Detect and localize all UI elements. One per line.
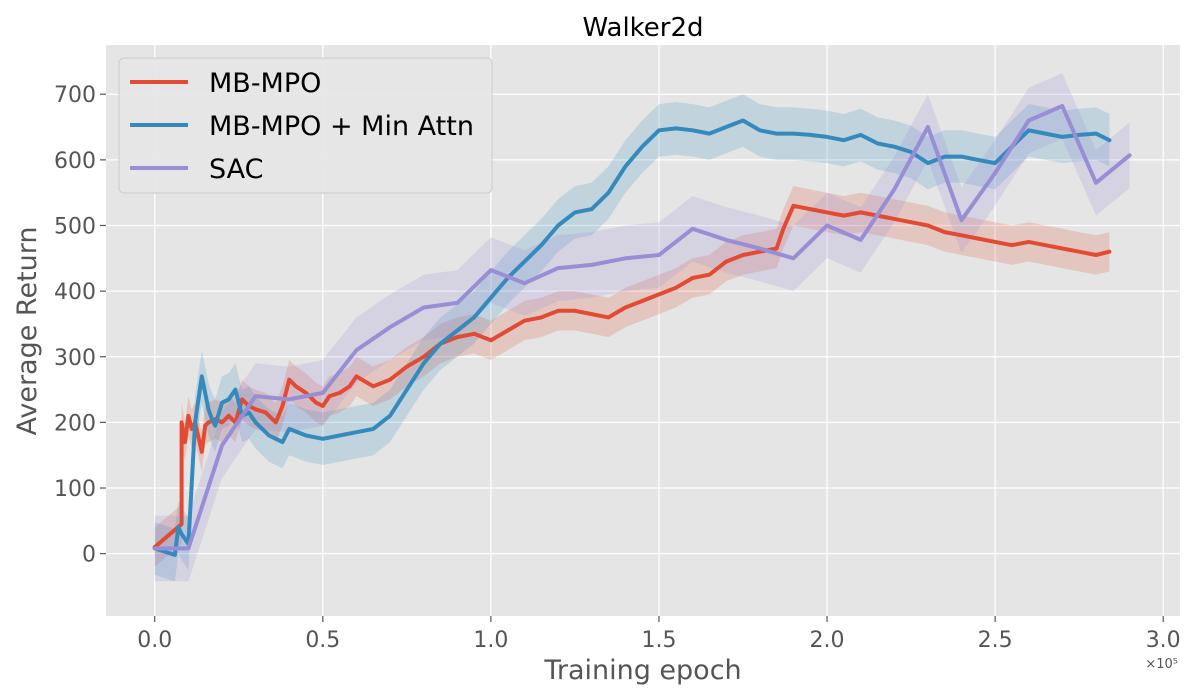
y-tick-label: 700	[54, 83, 96, 108]
y-tick-label: 0	[82, 543, 96, 568]
y-tick-label: 300	[54, 346, 96, 371]
y-tick-label: 500	[54, 214, 96, 239]
y-axis-label: Average Return	[12, 226, 43, 435]
y-tick-label: 400	[54, 280, 96, 305]
confidence-band-1	[154, 186, 1110, 567]
x-axis-ticks: 0.0 0.5 1.0 1.5 2.0 2.5 3.0	[137, 616, 1181, 653]
legend-entry: SAC	[209, 154, 264, 185]
x-tick-label: 3.0	[1146, 628, 1181, 653]
series-line-1	[152, 203, 1112, 550]
chart-title: Walker2d	[582, 13, 703, 43]
y-tick-label: 100	[54, 477, 96, 502]
x-axis-multiplier: ×10⁵	[1145, 657, 1178, 672]
legend-entry: MB-MPO + Min Attn	[209, 111, 474, 142]
x-tick-label: 1.0	[473, 628, 508, 653]
x-tick-label: 1.5	[641, 628, 676, 653]
legend-entry: MB-MPO	[209, 68, 321, 99]
y-tick-label: 200	[54, 411, 96, 436]
series-line-2	[152, 118, 1112, 557]
y-tick-label: 600	[54, 149, 96, 174]
series-line-3	[152, 104, 1132, 551]
series-lines	[152, 104, 1132, 557]
legend: MB-MPO MB-MPO + Min Attn SAC	[118, 57, 493, 194]
x-tick-label: 2.5	[978, 628, 1013, 653]
x-tick-label: 2.0	[810, 628, 845, 653]
x-tick-label: 0.5	[305, 628, 340, 653]
x-axis-label: Training epoch	[543, 655, 741, 686]
y-axis-ticks: 0 100 200 300 400 500 600 700	[54, 83, 106, 568]
legend-box	[118, 57, 493, 194]
x-tick-label: 0.0	[137, 628, 172, 653]
